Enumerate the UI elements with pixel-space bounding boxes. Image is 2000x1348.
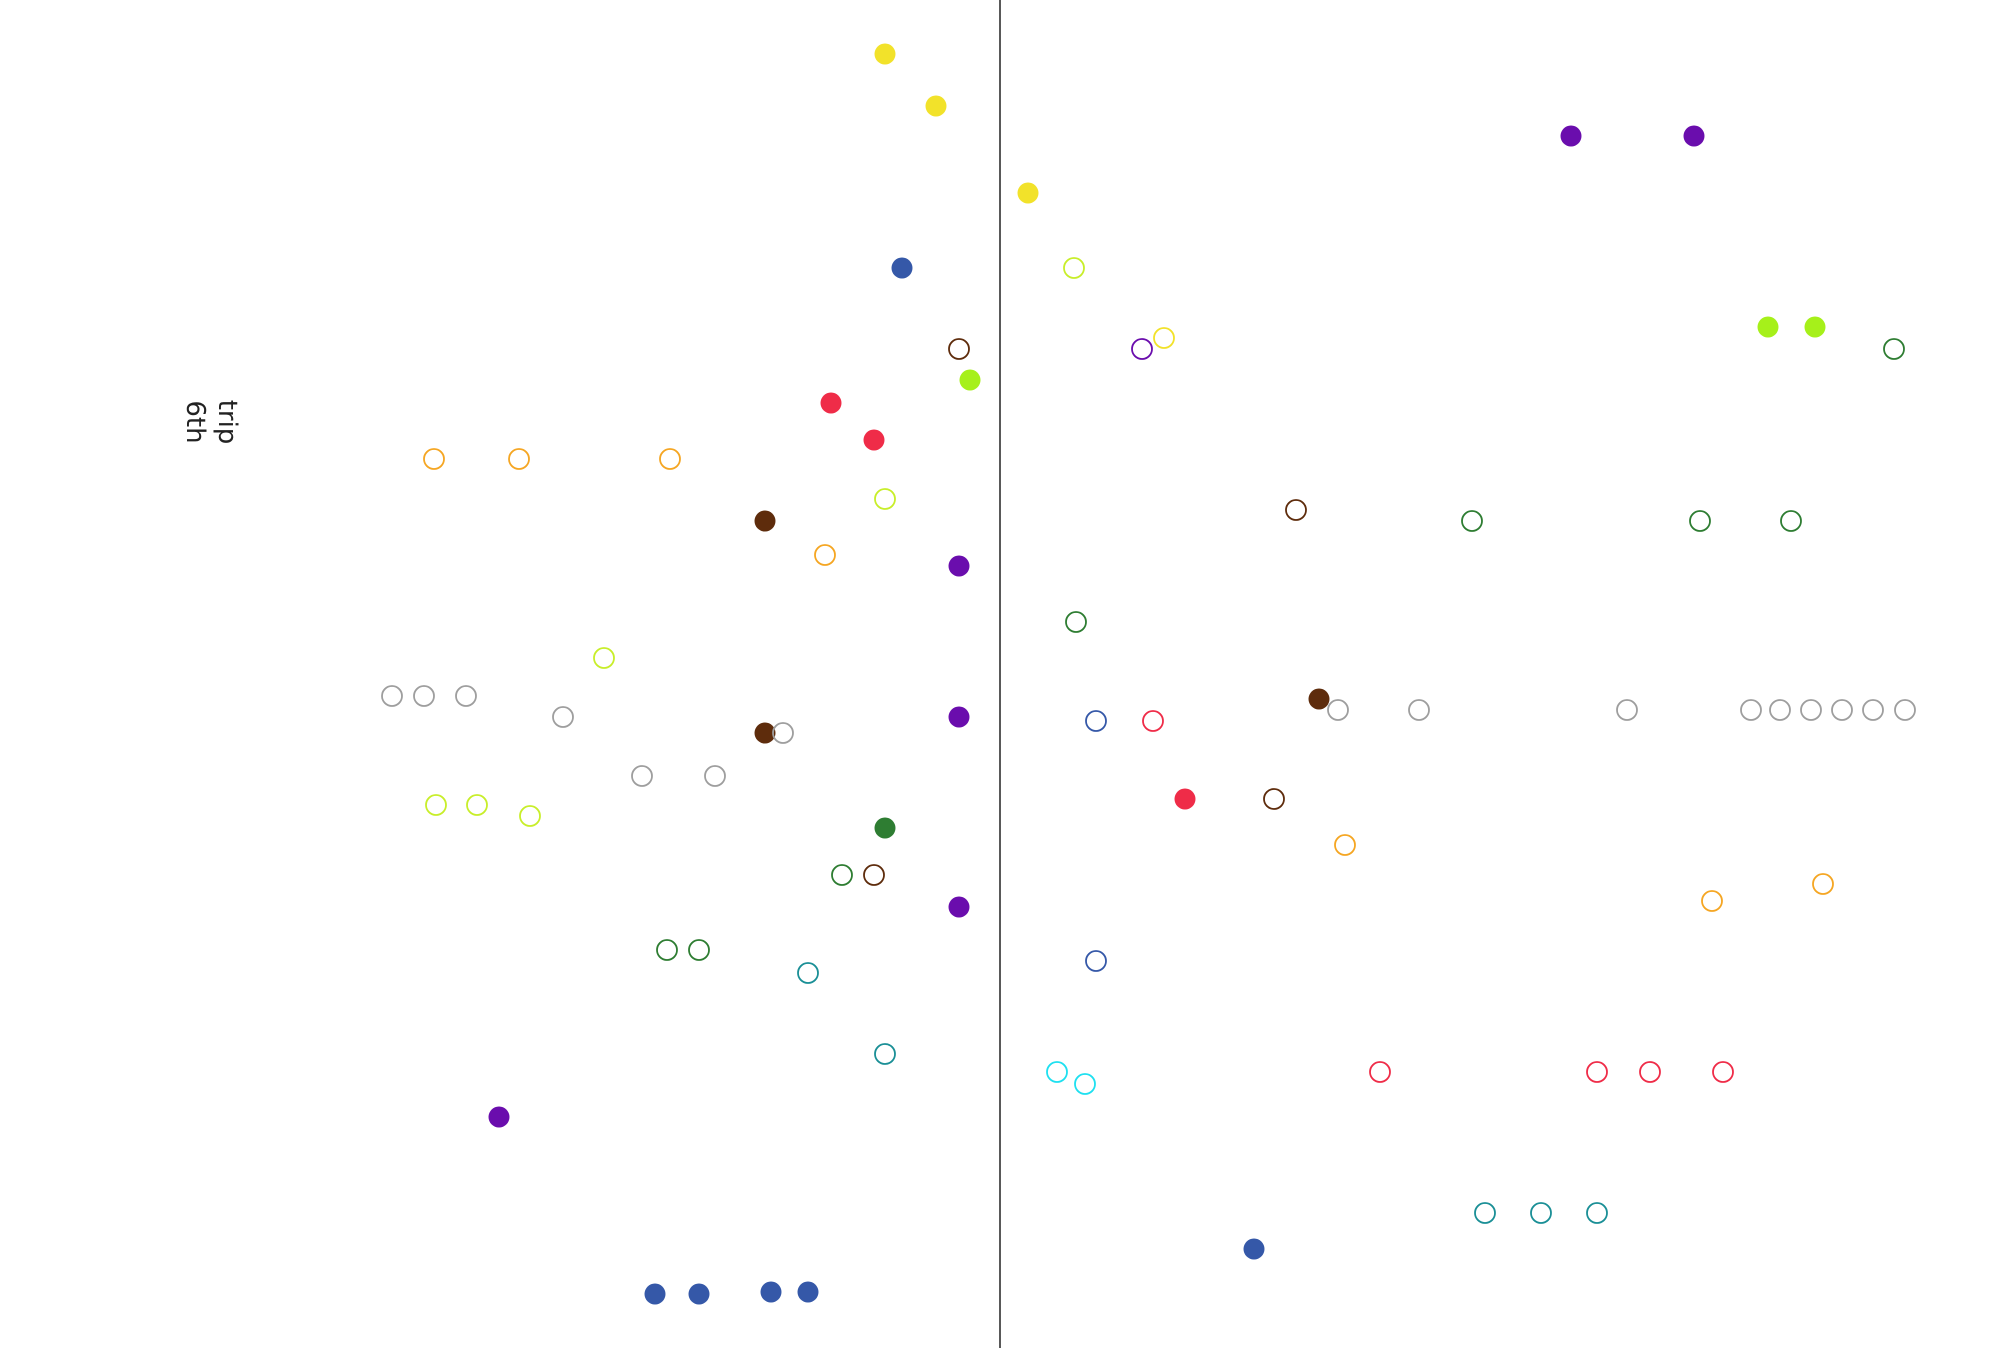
- data-point-lime-filled: [1804, 316, 1826, 338]
- data-point-blue-filled: [760, 1281, 782, 1303]
- data-point-gray-hollow: [413, 685, 435, 707]
- data-point-blue-hollow: [1085, 950, 1107, 972]
- data-point-brown-filled: [1308, 688, 1330, 710]
- data-point-gray-hollow: [1616, 699, 1638, 721]
- data-point-orange-hollow: [423, 448, 445, 470]
- data-point-purple-filled: [948, 896, 970, 918]
- data-point-red-hollow: [1639, 1061, 1661, 1083]
- data-point-green-hollow: [1689, 510, 1711, 532]
- data-point-gray-hollow: [704, 765, 726, 787]
- data-point-orange-hollow: [659, 448, 681, 470]
- data-point-yellow-filled: [925, 95, 947, 117]
- data-point-yellowgreen-hollow: [593, 647, 615, 669]
- data-point-orange-hollow: [814, 544, 836, 566]
- data-point-green-hollow: [688, 939, 710, 961]
- data-point-lime-filled: [1757, 316, 1779, 338]
- data-point-brown-hollow: [948, 338, 970, 360]
- data-point-green-hollow: [656, 939, 678, 961]
- data-points: [381, 43, 1916, 1305]
- data-point-red-hollow: [1369, 1061, 1391, 1083]
- data-point-lime-filled: [959, 369, 981, 391]
- data-point-orange-hollow: [508, 448, 530, 470]
- data-point-blue-filled: [1243, 1238, 1265, 1260]
- data-point-gray-hollow: [1408, 699, 1430, 721]
- data-point-gray-hollow: [1769, 699, 1791, 721]
- data-point-teal-hollow: [797, 962, 819, 984]
- data-point-brown-filled: [754, 510, 776, 532]
- data-point-green-hollow: [1780, 510, 1802, 532]
- data-point-teal-hollow: [1530, 1202, 1552, 1224]
- data-point-orange-hollow: [1334, 834, 1356, 856]
- data-point-green-hollow: [831, 864, 853, 886]
- data-point-blue-filled: [891, 257, 913, 279]
- data-point-teal-hollow: [874, 1043, 896, 1065]
- row-label-line-1: 6th: [180, 400, 210, 443]
- data-point-teal-hollow: [1586, 1202, 1608, 1224]
- data-point-red-filled: [1174, 788, 1196, 810]
- data-point-yellowgreen-hollow: [425, 794, 447, 816]
- data-point-gray-hollow: [552, 706, 574, 728]
- data-point-yellow-filled: [874, 43, 896, 65]
- data-point-brown-filled: [754, 722, 776, 744]
- data-point-brown-hollow: [863, 864, 885, 886]
- data-point-yellowgreen-hollow: [519, 805, 541, 827]
- data-point-yellowgreen-hollow: [466, 794, 488, 816]
- data-point-gray-hollow: [1800, 699, 1822, 721]
- data-point-blue-filled: [644, 1283, 666, 1305]
- data-point-cyan-hollow: [1074, 1073, 1096, 1095]
- data-point-yellow-filled: [1017, 182, 1039, 204]
- data-point-purple-hollow: [1131, 338, 1153, 360]
- data-point-red-filled: [820, 392, 842, 414]
- data-point-purple-filled: [488, 1106, 510, 1128]
- data-point-gray-hollow: [1894, 699, 1916, 721]
- data-point-purple-filled: [1560, 125, 1582, 147]
- data-point-gray-hollow: [631, 765, 653, 787]
- data-point-gray-hollow: [455, 685, 477, 707]
- data-point-purple-filled: [948, 555, 970, 577]
- data-point-gray-hollow: [1862, 699, 1884, 721]
- data-point-gray-hollow: [1831, 699, 1853, 721]
- data-point-green-hollow: [1461, 510, 1483, 532]
- data-point-blue-hollow: [1085, 710, 1107, 732]
- data-point-brown-hollow: [1263, 788, 1285, 810]
- data-point-blue-filled: [797, 1281, 819, 1303]
- data-point-gray-hollow: [381, 685, 403, 707]
- data-point-red-filled: [863, 429, 885, 451]
- data-point-orange-hollow: [1701, 890, 1723, 912]
- data-point-green-hollow: [1065, 611, 1087, 633]
- data-point-brown-hollow: [1285, 499, 1307, 521]
- data-point-yellow-hollow: [1153, 327, 1175, 349]
- data-point-green-filled: [874, 817, 896, 839]
- data-point-yellowgreen-hollow: [1063, 257, 1085, 279]
- data-point-yellowgreen-hollow: [874, 488, 896, 510]
- row-label: 6th trip: [180, 400, 242, 445]
- data-point-red-hollow: [1586, 1061, 1608, 1083]
- data-point-green-hollow: [1883, 338, 1905, 360]
- data-point-red-hollow: [1142, 710, 1164, 732]
- data-point-cyan-hollow: [1046, 1061, 1068, 1083]
- data-point-purple-filled: [948, 706, 970, 728]
- data-point-teal-hollow: [1474, 1202, 1496, 1224]
- data-point-purple-filled: [1683, 125, 1705, 147]
- row-label-line-2: trip: [212, 400, 242, 445]
- data-point-gray-hollow: [1327, 699, 1349, 721]
- data-point-gray-hollow: [1740, 699, 1762, 721]
- data-point-gray-hollow: [772, 722, 794, 744]
- data-point-blue-filled: [688, 1283, 710, 1305]
- data-point-orange-hollow: [1812, 873, 1834, 895]
- data-point-red-hollow: [1712, 1061, 1734, 1083]
